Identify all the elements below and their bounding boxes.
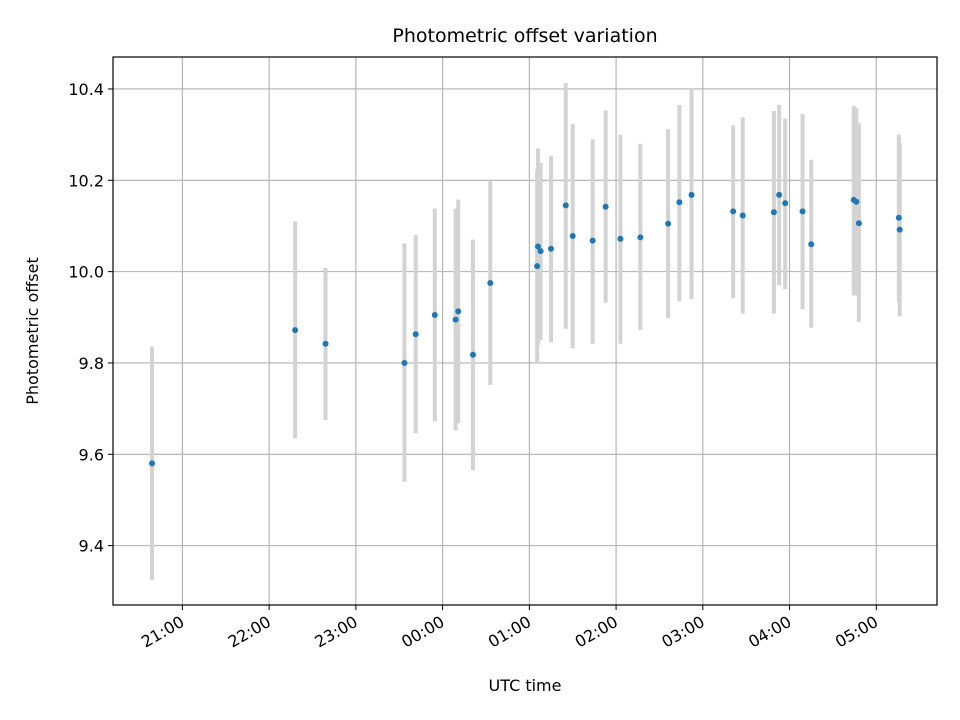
- data-point: [617, 235, 624, 242]
- data-point: [401, 359, 408, 366]
- data-point: [292, 327, 299, 334]
- y-tick-label: 9.8: [79, 354, 104, 373]
- data-point: [688, 191, 695, 198]
- data-point: [665, 220, 672, 227]
- data-points: [149, 191, 903, 467]
- data-point: [452, 316, 459, 323]
- data-point: [548, 245, 555, 252]
- data-point: [730, 208, 737, 215]
- data-point: [562, 202, 569, 209]
- y-tick-label: 9.4: [79, 537, 104, 556]
- data-point: [589, 237, 596, 244]
- data-point: [431, 312, 438, 319]
- y-tick-label: 10.4: [68, 80, 104, 99]
- data-point: [534, 263, 541, 270]
- data-point: [149, 460, 156, 467]
- y-axis-label: Photometric offset: [23, 257, 42, 405]
- data-point: [412, 331, 419, 338]
- y-tick-label: 9.6: [79, 445, 104, 464]
- chart-title: Photometric offset variation: [392, 25, 657, 47]
- data-point: [537, 248, 544, 255]
- data-point: [469, 351, 476, 358]
- data-point: [799, 208, 806, 215]
- data-point: [637, 234, 644, 241]
- data-point: [895, 214, 902, 221]
- data-point: [487, 280, 494, 287]
- data-point: [776, 191, 783, 198]
- data-point: [808, 241, 815, 248]
- data-point: [896, 226, 903, 233]
- grid: [113, 57, 937, 605]
- x-axis-label: UTC time: [489, 676, 562, 695]
- data-point: [455, 308, 462, 315]
- data-point: [782, 200, 789, 207]
- data-point: [569, 233, 576, 240]
- y-tick-label: 10.0: [68, 263, 104, 282]
- y-tick-label: 10.2: [68, 171, 104, 190]
- data-point: [855, 220, 862, 227]
- data-point: [676, 199, 683, 206]
- data-point: [853, 198, 860, 205]
- data-point: [739, 212, 746, 219]
- data-point: [322, 340, 329, 347]
- data-point: [770, 209, 777, 216]
- data-point: [602, 203, 609, 210]
- data-point: [535, 243, 542, 250]
- plot-frame: [112, 56, 938, 606]
